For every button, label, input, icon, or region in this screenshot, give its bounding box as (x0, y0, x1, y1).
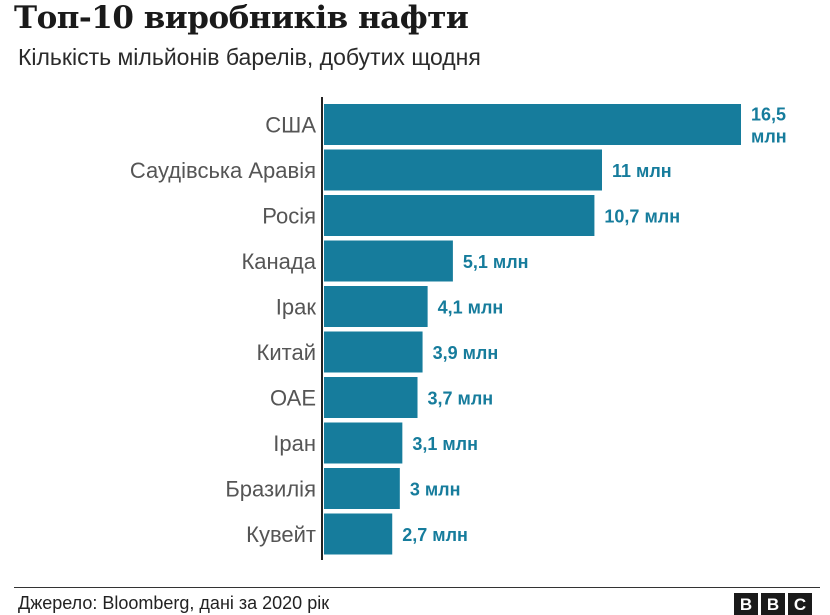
bar (324, 377, 418, 418)
bar (324, 195, 595, 236)
bar (324, 513, 393, 555)
category-label: Іран (273, 431, 316, 456)
value-label: 11 млн (612, 161, 672, 181)
category-label: Росія (262, 204, 316, 229)
chart-subtitle: Кількість мільйонів барелів, добутих щод… (18, 44, 481, 70)
footer-divider (14, 587, 820, 588)
category-label: Китай (257, 340, 316, 365)
bbc-logo-letter: B (734, 593, 758, 615)
category-label: Саудівська Аравія (130, 158, 316, 183)
bar (324, 104, 741, 145)
bar (324, 468, 400, 509)
bbc-logo: B B C (734, 593, 812, 615)
source-note: Джерело: Bloomberg, дані за 2020 рік (18, 593, 330, 613)
value-label: 16,5 млн (751, 105, 787, 147)
value-label: 3,9 млн (433, 343, 499, 363)
value-label: 5,1 млн (463, 252, 529, 272)
category-label: ОАЕ (270, 386, 316, 411)
value-label: 3 млн (410, 480, 461, 500)
bbc-logo-letter: B (761, 593, 785, 615)
bar (324, 149, 602, 191)
bar (324, 422, 403, 464)
category-label: США (265, 113, 316, 138)
value-label: 2,7 млн (402, 525, 468, 545)
bbc-logo-letter: C (788, 593, 812, 615)
value-label: 10,7 млн (604, 207, 680, 227)
value-label: 4,1 млн (438, 298, 504, 318)
category-label: Канада (241, 249, 316, 274)
value-label: 3,7 млн (428, 389, 494, 409)
bar (324, 240, 453, 282)
bar (324, 286, 428, 327)
value-label: 3,1 млн (412, 434, 478, 454)
category-label: Бразилія (225, 477, 316, 502)
bar (324, 331, 423, 373)
category-label: Кувейт (246, 522, 316, 547)
chart-title: Топ-10 виробників нафти (14, 0, 469, 36)
category-label: Ірак (276, 295, 317, 320)
